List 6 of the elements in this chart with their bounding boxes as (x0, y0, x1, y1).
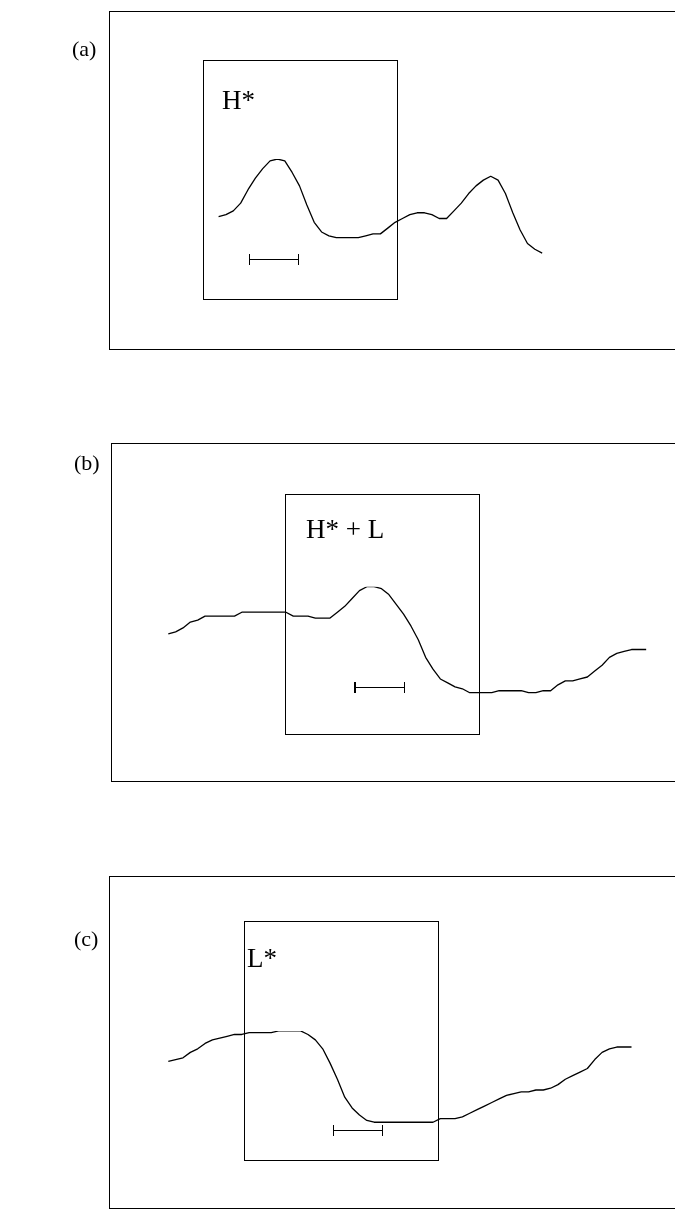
text: H* (222, 85, 255, 115)
chart-title: (c) (74, 926, 99, 951)
chart-title: (a) (72, 36, 97, 61)
text: L* (247, 943, 277, 973)
chart-title: (b) (74, 450, 100, 475)
text: H* + L (306, 514, 385, 544)
